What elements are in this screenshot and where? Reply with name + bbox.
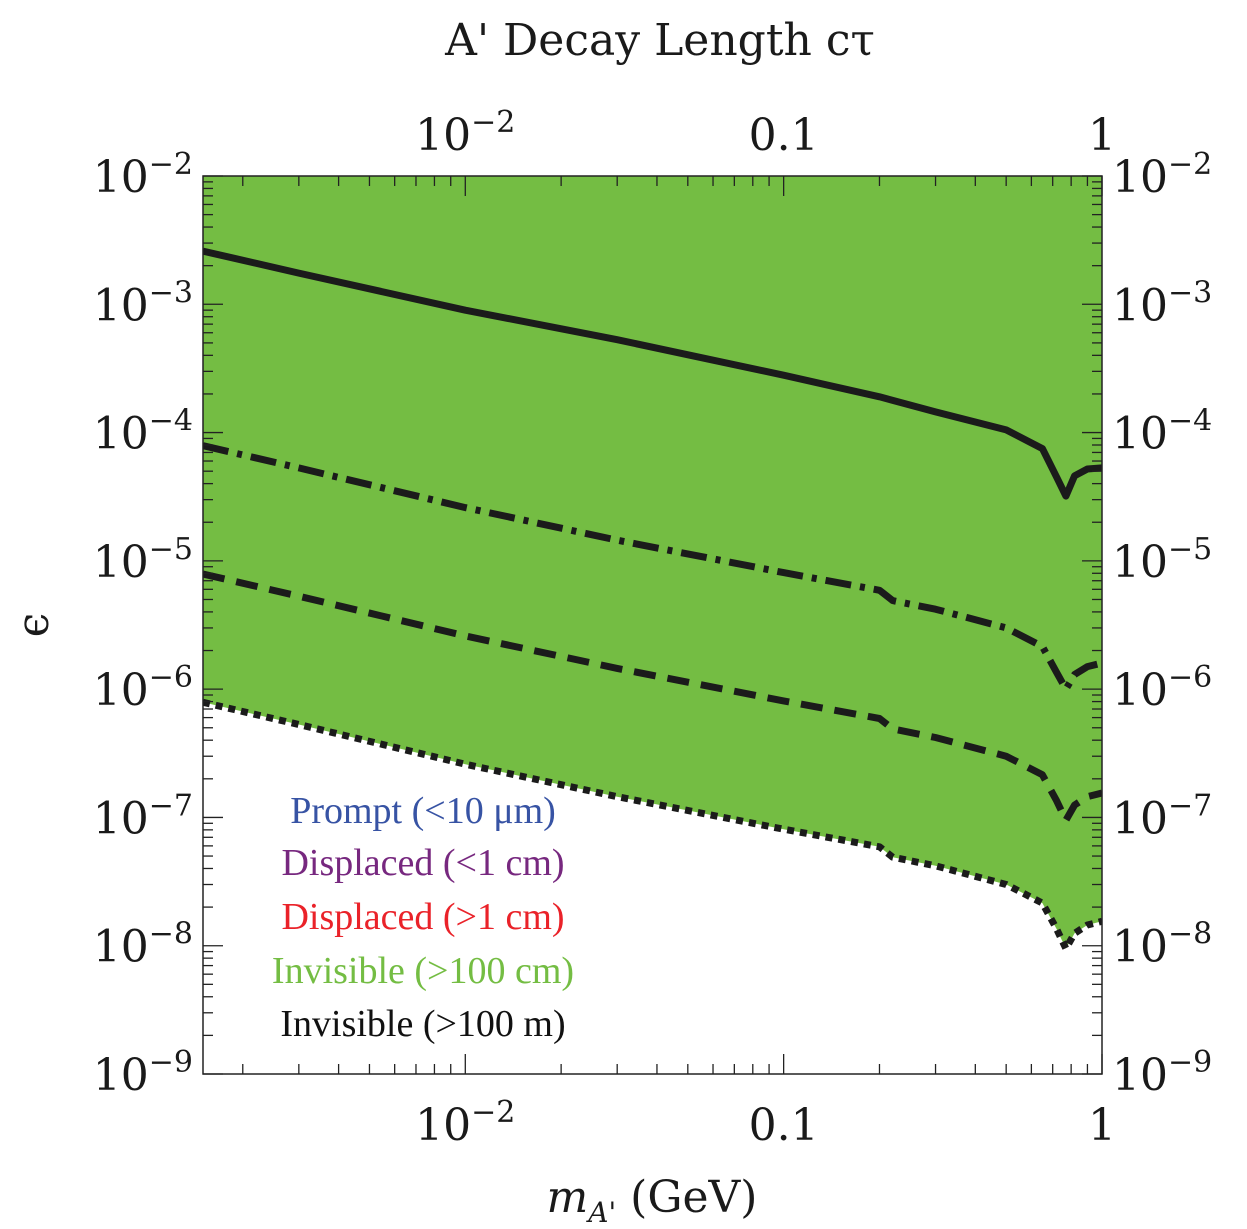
y-tick-label-right: 10−5 bbox=[1112, 532, 1212, 588]
boundary-displaced-1-cm bbox=[203, 570, 1102, 824]
y-tick-label-right: 10−6 bbox=[1112, 660, 1212, 716]
y-axis-title: ϵ bbox=[8, 613, 59, 638]
x-tick-label-bottom: 0.1 bbox=[749, 1100, 819, 1151]
x-axis-title: mA' (GeV) bbox=[547, 1172, 758, 1229]
legend: Prompt (<10 μm) Displaced (<1 cm) Displace… bbox=[272, 790, 574, 1045]
y-tick-label-right: 10−2 bbox=[1112, 147, 1212, 203]
legend-entry: Invisible (>100 m) bbox=[280, 1003, 565, 1045]
x-axis-title-unit: (GeV) bbox=[616, 1172, 757, 1223]
y-tick-label-left: 10−2 bbox=[93, 147, 193, 203]
y-tick-label-left: 10−8 bbox=[93, 917, 193, 973]
y-tick-label-right: 10−3 bbox=[1112, 275, 1212, 331]
y-tick-label-left: 10−6 bbox=[93, 660, 193, 716]
y-tick-label-left: 10−9 bbox=[93, 1045, 193, 1101]
region-invisible-100-cm bbox=[203, 176, 1102, 949]
y-tick-label-left: 10−4 bbox=[93, 404, 193, 460]
legend-entry: Invisible (>100 cm) bbox=[272, 950, 574, 992]
x-tick-label-top: 10−2 bbox=[415, 105, 515, 161]
axis-tick-labels: 10−2 0.1 110−2 0.1 110−2 10−210−3 10−310−4 10−4… bbox=[93, 105, 1212, 1151]
x-tick-label-bottom: 1 bbox=[1088, 1100, 1116, 1151]
region-boundaries bbox=[203, 247, 1102, 953]
y-tick-label-right: 10−7 bbox=[1112, 788, 1212, 844]
axis-ticks bbox=[203, 175, 1103, 1075]
boundary-invisible-100-cm bbox=[203, 698, 1102, 953]
y-tick-label-right: 10−8 bbox=[1112, 917, 1212, 973]
y-tick-label-right: 10−4 bbox=[1112, 404, 1212, 460]
x-tick-label-bottom: 10−2 bbox=[415, 1095, 515, 1151]
legend-entry: Displaced (>1 cm) bbox=[281, 896, 564, 938]
y-tick-label-left: 10−3 bbox=[93, 275, 193, 331]
y-tick-label-right: 10−9 bbox=[1112, 1045, 1212, 1101]
x-axis-title-sub: A' bbox=[585, 1196, 616, 1229]
x-tick-label-top: 1 bbox=[1088, 110, 1116, 161]
y-tick-label-left: 10−5 bbox=[93, 532, 193, 588]
top-axis-title: A' Decay Length cτ bbox=[444, 15, 875, 66]
y-tick-label-left: 10−7 bbox=[93, 788, 193, 844]
boundary-prompt-10-m bbox=[203, 247, 1102, 500]
legend-entry: Displaced (<1 cm) bbox=[281, 842, 564, 884]
boundary-displaced-1-cm bbox=[203, 442, 1102, 693]
x-axis-title-main: m bbox=[547, 1172, 589, 1223]
legend-entry: Prompt (<10 μm) bbox=[290, 790, 556, 832]
x-tick-label-top: 0.1 bbox=[749, 110, 819, 161]
plot-frame bbox=[202, 175, 1103, 1075]
region-areas bbox=[203, 176, 1102, 1074]
